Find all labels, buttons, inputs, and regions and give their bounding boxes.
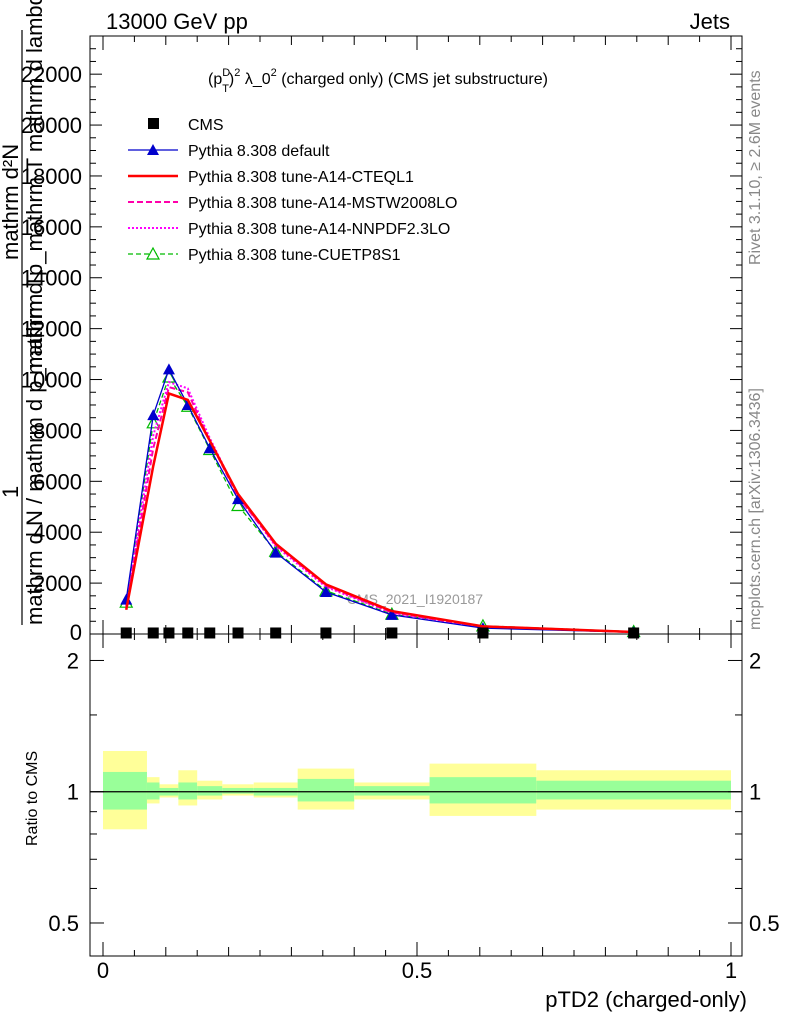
x-axis-label: pTD2 (charged-only): [545, 987, 747, 1012]
uncertainty-band-inner: [103, 771, 147, 810]
marker-default: [162, 363, 175, 375]
main-y-tick-label: 8000: [33, 418, 82, 443]
cms-data-point: [147, 627, 159, 639]
main-y-tick-label: 4000: [33, 520, 82, 545]
legend-marker-default: [147, 144, 159, 155]
series-line-cteql1: [125, 391, 634, 634]
legend-marker-cuetp8s1: [145, 246, 161, 260]
ratio-x-axis: 0 0.5 1: [97, 634, 737, 983]
cms-data-point: [182, 627, 194, 639]
marker-default: [120, 593, 133, 605]
cms-data-point: [320, 627, 332, 639]
ratio-y-tick-label: 1: [67, 780, 79, 805]
main-x-axis: [102, 36, 732, 634]
ratio-y-tick-label-right: 0.5: [749, 911, 780, 936]
marker-default: [385, 608, 398, 620]
main-y-tick-label: 14000: [21, 266, 82, 291]
ratio-x-tick-label: 0.5: [402, 958, 433, 983]
legend: CMS Pythia 8.308 default Pythia 8.308 tu…: [128, 117, 457, 264]
title-sup3: 2: [271, 67, 277, 79]
main-plot: 2000 4000 6000 8000 10000 12000 14000 16000 1800…: [21, 35, 743, 645]
marker-default: [319, 586, 332, 598]
marker-default: [232, 493, 245, 505]
mcplots-label: mcplots.cern.ch [arXiv:1306.3436]: [747, 388, 764, 630]
ratio-y-tick-label-right: 2: [749, 648, 761, 673]
uncertainty-band-inner: [197, 786, 223, 796]
watermark: CMS_2021_I1920187: [347, 591, 483, 607]
series-line-nnpdf: [125, 380, 634, 634]
title-mid: ): [229, 71, 234, 88]
legend-marker-cms: [148, 118, 159, 129]
ratio-bands: [90, 750, 742, 830]
cms-data-point: [386, 627, 398, 639]
uncertainty-band-inner: [297, 778, 355, 802]
ratio-x-tick-label: 1: [725, 958, 737, 983]
ratio-x-tick-label: 0: [97, 958, 109, 983]
main-y-zero-label: 0: [70, 620, 82, 645]
main-series-group: [119, 363, 641, 639]
title-sup2: 2: [234, 67, 240, 79]
main-y-tick-label: 22000: [21, 62, 82, 87]
plot-title: (pD T)2 λ_02 (charged only) (CMS jet subs…: [208, 67, 548, 95]
uncertainty-band-inner: [354, 786, 430, 796]
ratio-plot-frame: [89, 633, 743, 957]
cms-data-point: [120, 627, 132, 639]
main-y-tick-label: 6000: [33, 469, 82, 494]
ylabel-bottom: mathrm d N / mathrm d p_mathrm T: [22, 275, 47, 625]
main-y-tick-label: 10000: [21, 368, 82, 393]
legend-label-nnpdf: Pythia 8.308 tune-A14-NNPDF2.3LO: [188, 221, 450, 238]
ratio-y-tick-label: 2: [67, 648, 79, 673]
marker-cuetp8s1: [146, 415, 161, 429]
cms-data-point: [628, 627, 640, 639]
cms-data-point: [204, 627, 216, 639]
header-left: 13000 GeV pp: [106, 9, 248, 34]
main-y-tick-label: 18000: [21, 164, 82, 189]
cms-data-point: [232, 627, 244, 639]
main-y-axis: 2000 4000 6000 8000 10000 12000 14000 16000 1800…: [21, 48, 742, 645]
title-main: λ_0: [240, 71, 270, 88]
ratio-plot: 0.5 0.51 12 2 0 0.5 1 Ratio to CMS: [24, 633, 780, 983]
ratio-y-axis: 0.5 0.5 1 1 2 2: [48, 648, 779, 936]
uncertainty-band-inner: [429, 777, 537, 804]
ylabel-top: mathrm d²N: [0, 144, 23, 260]
legend-label-default: Pythia 8.308 default: [188, 143, 330, 160]
cms-data-point: [270, 627, 282, 639]
uncertainty-band-inner: [222, 787, 254, 794]
main-y-tick-label: 20000: [21, 113, 82, 138]
rivet-label: Rivet 3.1.10, ≥ 2.6M events: [747, 70, 764, 265]
legend-label-cuetp8s1: Pythia 8.308 tune-CUETP8S1: [188, 247, 401, 264]
cms-data-point: [163, 627, 175, 639]
uncertainty-band-inner: [536, 780, 731, 800]
legend-label-cms: CMS: [188, 117, 224, 134]
legend-label-cteql1: Pythia 8.308 tune-A14-CTEQL1: [188, 169, 414, 186]
title-pre: (p: [208, 71, 222, 88]
cms-data-point: [477, 627, 489, 639]
marker-default: [147, 409, 160, 421]
marker-cuetp8s1: [231, 498, 246, 512]
legend-label-mstw: Pythia 8.308 tune-A14-MSTW2008LO: [188, 195, 457, 212]
ratio-ylabel: Ratio to CMS: [24, 751, 41, 846]
header-right: Jets: [690, 9, 730, 34]
marker-default: [269, 546, 282, 558]
marker-default: [203, 442, 216, 454]
ylabel-one: 1: [0, 486, 23, 498]
ratio-y-tick-label: 0.5: [48, 911, 79, 936]
title-sub1: T: [222, 83, 229, 95]
ylabel-mid: mathrm d p_mathrm T mathrm d lambda: [22, 0, 47, 375]
main-y-tick-label: 16000: [21, 215, 82, 240]
main-y-tick-label: 12000: [21, 317, 82, 342]
title-sup1: D: [222, 67, 230, 79]
ratio-y-tick-label-right: 1: [749, 780, 761, 805]
uncertainty-band-inner: [146, 782, 160, 800]
uncertainty-band-inner: [178, 782, 198, 800]
main-y-tick-label: 2000: [33, 571, 82, 596]
title-post: (charged only) (CMS jet substructure): [277, 71, 548, 88]
